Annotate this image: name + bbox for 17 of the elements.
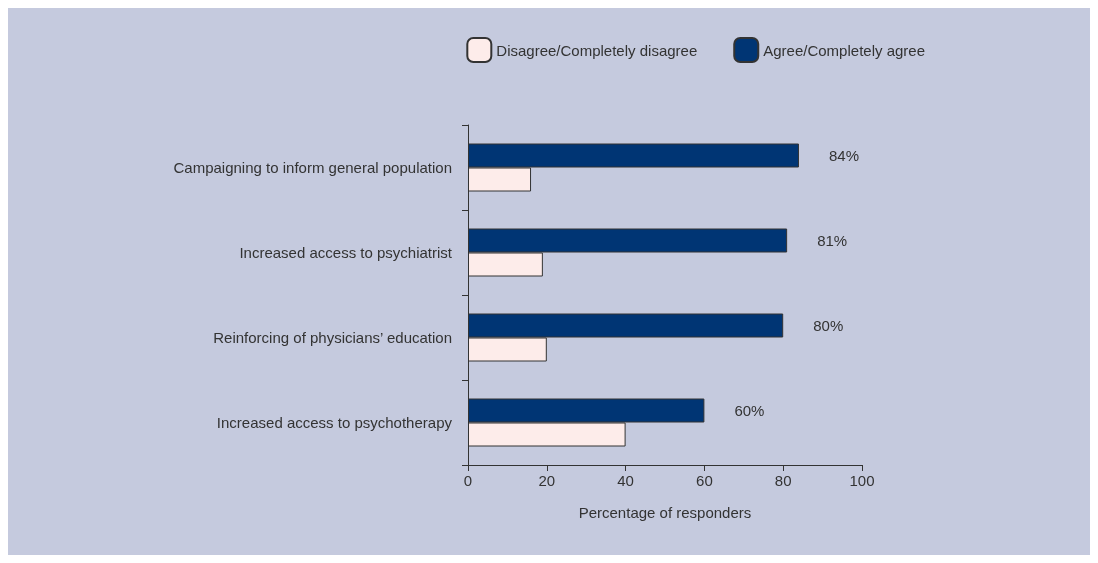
x-tick-label: 80 [774, 472, 792, 489]
x-tick-label: 20 [538, 472, 556, 489]
y-tick-label: Reinforcing of physicians’ education [213, 329, 452, 346]
x-axis-title: Percentage of responders [578, 504, 752, 521]
y-tick-label: Increased access to psychotherapy [216, 414, 453, 431]
data-label: 80% [813, 317, 844, 334]
data-label: 84% [828, 147, 859, 164]
y-tick-label: Increased access to psychiatrist [239, 244, 453, 261]
data-label: 81% [817, 232, 848, 249]
x-tick-label: 40 [617, 472, 634, 489]
legend-label: Agree/Completely agree [763, 41, 926, 59]
y-tick-label: Campaigning to inform general population [173, 159, 452, 176]
x-tick-label: 0 [463, 472, 473, 489]
legend-label: Disagree/Completely disagree [496, 41, 698, 59]
data-label: 60% [734, 402, 765, 419]
x-tick-label: 60 [696, 472, 713, 489]
x-tick-label: 100 [849, 472, 875, 489]
